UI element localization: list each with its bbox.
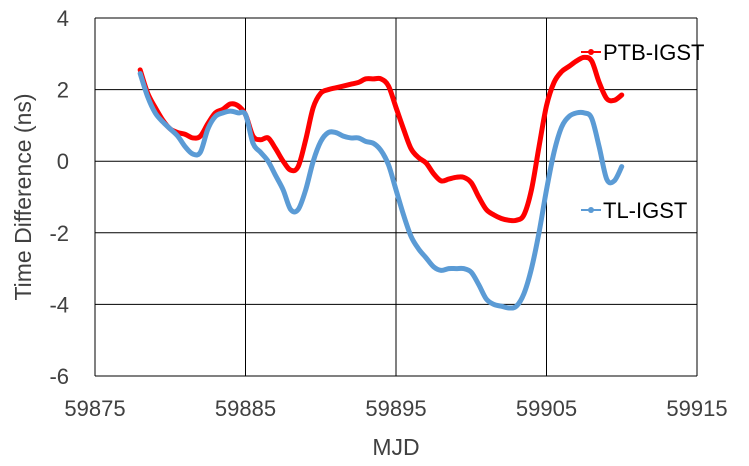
legend-label: PTB-IGST: [603, 40, 704, 65]
x-tick-label: 59875: [64, 396, 125, 421]
x-axis-ticks: 59875 59885 59895 59905 59915: [64, 396, 727, 421]
x-tick-label: 59885: [215, 396, 276, 421]
legend-marker: [588, 49, 594, 55]
y-tick-label: 0: [57, 149, 69, 174]
y-tick-label: 2: [57, 78, 69, 103]
series-line-ptb-igst: [137, 54, 625, 224]
series-layer: [137, 54, 625, 311]
legend-entry-tl-igst: TL-IGST: [581, 198, 687, 223]
y-tick-label: 4: [57, 6, 69, 31]
legend-marker: [588, 207, 594, 213]
y-tick-label: -4: [49, 292, 69, 317]
legend: PTB-IGST TL-IGST: [581, 40, 704, 223]
x-tick-label: 59895: [365, 396, 426, 421]
x-axis-title: MJD: [372, 434, 419, 460]
y-axis-title: Time Difference (ns): [10, 93, 36, 300]
series-ptb-igst: [137, 54, 625, 224]
gridlines: [94, 17, 698, 377]
y-axis-ticks: -6 -4 -2 0 2 4: [49, 6, 69, 389]
legend-entry-ptb-igst: PTB-IGST: [581, 40, 704, 65]
legend-label: TL-IGST: [603, 198, 687, 223]
y-tick-label: -2: [49, 221, 69, 246]
series-line-tl-igst: [137, 70, 625, 311]
x-tick-label: 59905: [516, 396, 577, 421]
y-tick-label: -6: [49, 364, 69, 389]
x-tick-label: 59915: [666, 396, 727, 421]
series-tl-igst: [137, 70, 625, 311]
